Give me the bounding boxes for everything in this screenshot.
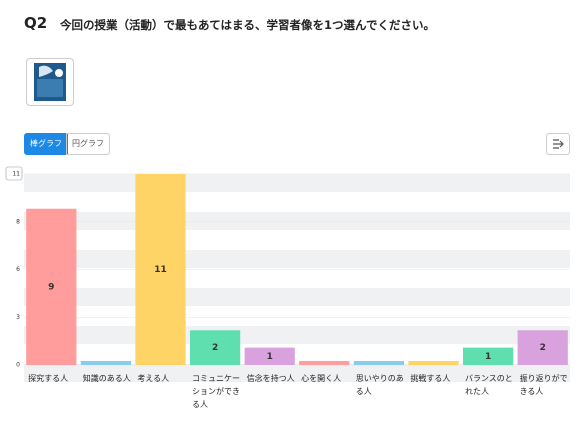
tab-pie[interactable]: 円グラフ	[66, 133, 110, 155]
grid-band	[24, 250, 570, 268]
x-tick-label: 挑戦する人	[410, 374, 451, 383]
value-label: 2	[540, 343, 546, 353]
bar	[135, 174, 186, 365]
bar	[189, 330, 241, 365]
export-icon	[553, 139, 564, 149]
grid-band	[24, 174, 570, 192]
y-tick-label: 3	[16, 314, 20, 321]
bar	[299, 361, 350, 365]
x-tick-label: バランスのとれた人	[464, 374, 513, 396]
grid-band	[24, 288, 570, 306]
y-max-box	[5, 166, 23, 181]
export-button[interactable]	[546, 133, 570, 155]
x-tick-label: コミュニケーションができる人	[191, 374, 240, 409]
question-number: Q2	[24, 14, 48, 32]
grid-band	[24, 364, 570, 382]
y-tick-label: 8	[16, 218, 20, 225]
thumbnail-image	[34, 63, 66, 101]
value-label: 9	[48, 282, 54, 292]
x-tick-label: 信念を持つ人	[246, 374, 295, 383]
y-tick-label: 11	[12, 171, 20, 178]
x-tick-label: 振り返りができる人	[519, 374, 568, 396]
grid-band	[24, 212, 570, 230]
bar	[26, 208, 77, 365]
value-label: 11	[154, 265, 167, 275]
y-tick-label: 6	[16, 266, 20, 273]
bar	[244, 347, 295, 365]
x-tick-label: 探究する人	[28, 374, 69, 383]
value-label: 2	[212, 343, 218, 353]
thumbnail[interactable]	[26, 58, 74, 106]
tab-bar[interactable]: 棒グラフ	[24, 133, 68, 155]
x-tick-label: 知識のある人	[82, 374, 131, 383]
bar	[517, 330, 568, 365]
question-text: 今回の授業（活動）で最もあてはまる、学習者像を1つ選んでください。	[60, 18, 435, 32]
bar	[462, 347, 514, 365]
bar	[408, 361, 459, 365]
y-tick-label: 0	[16, 362, 20, 369]
value-label: 1	[485, 352, 491, 362]
bar	[353, 361, 405, 365]
bar	[80, 361, 132, 365]
grid-band	[24, 326, 570, 344]
x-tick-label: 考える人	[137, 374, 170, 383]
value-label: 1	[267, 352, 273, 362]
x-tick-label: 思いやりのある人	[355, 374, 404, 396]
x-tick-label: 心を開く人	[301, 374, 342, 383]
